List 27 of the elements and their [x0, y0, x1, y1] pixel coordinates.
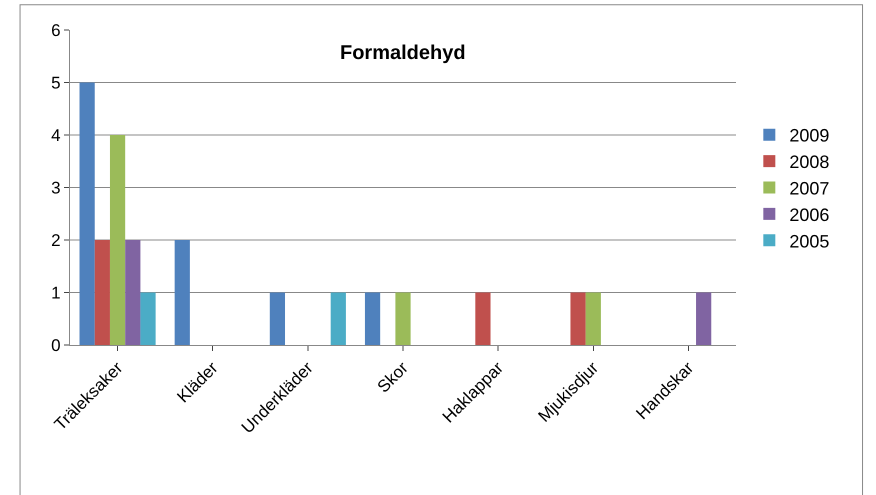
- bar: [125, 240, 140, 345]
- bar: [475, 292, 491, 345]
- y-tick-label: 5: [51, 73, 61, 92]
- bar: [80, 82, 95, 345]
- y-tick-label: 0: [51, 336, 61, 355]
- text: Formaldehyd: [340, 42, 466, 64]
- bar: [270, 292, 286, 345]
- bar: [395, 292, 411, 345]
- bar: [94, 240, 110, 345]
- legend-label: 2005: [789, 231, 830, 252]
- legend-label: 2008: [789, 152, 830, 172]
- bar: [570, 292, 586, 345]
- y-tick-label: 4: [51, 126, 61, 145]
- y-tick-label: 2: [51, 230, 61, 250]
- bar: [174, 240, 190, 345]
- bar: [330, 292, 346, 345]
- y-tick-label: 6: [51, 20, 61, 40]
- legend-label: 2007: [789, 178, 830, 199]
- legend-label: 2006: [789, 204, 830, 225]
- legend-label: 2009: [789, 126, 830, 146]
- bar: [696, 292, 712, 345]
- bar: [140, 292, 156, 345]
- y-tick-label: 1: [51, 283, 61, 302]
- y-tick-label: 3: [51, 178, 61, 198]
- bar: [110, 135, 126, 345]
- bar: [364, 292, 380, 345]
- bar: [586, 292, 601, 345]
